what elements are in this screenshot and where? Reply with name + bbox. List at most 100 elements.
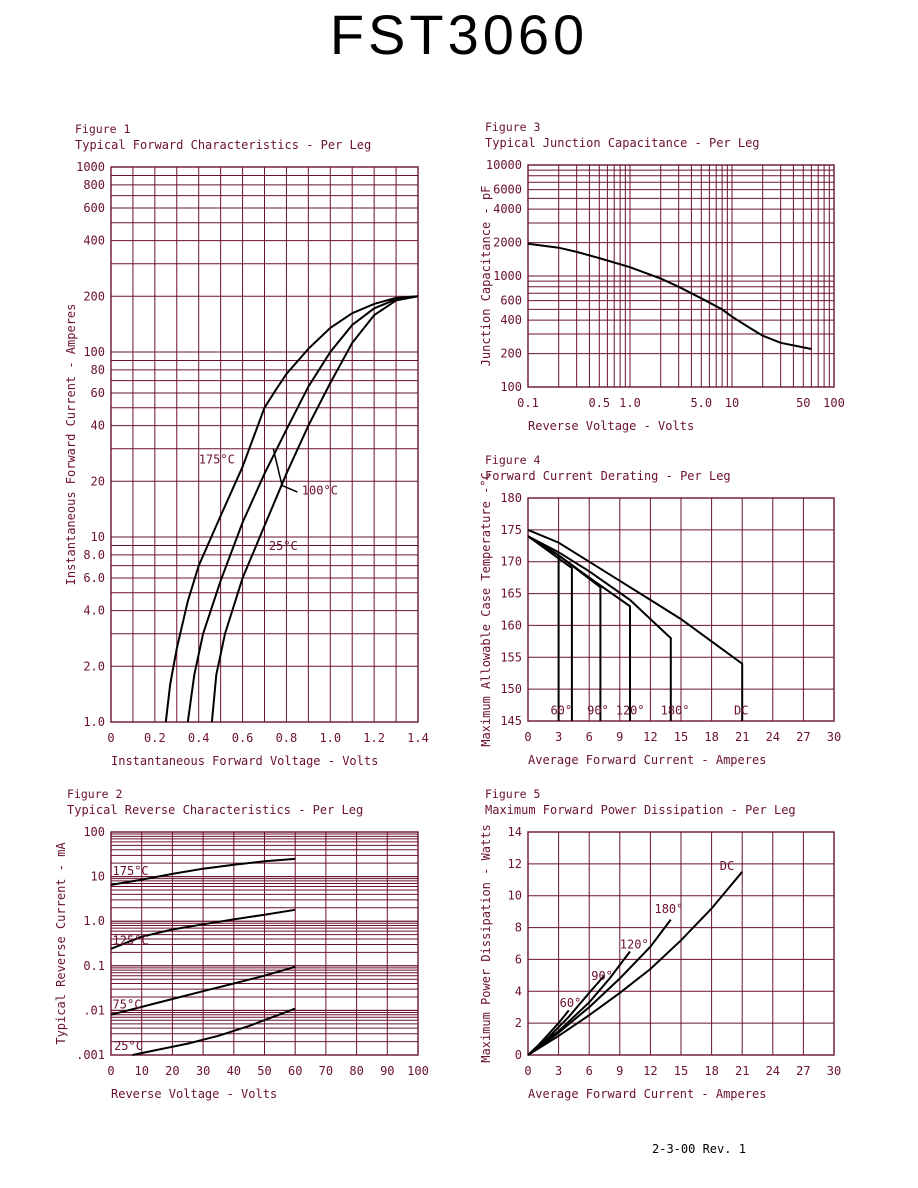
x-tick-label: 30 (827, 730, 841, 744)
y-tick-label: 175 (500, 523, 522, 537)
series-line-25C (132, 1007, 296, 1056)
y-tick-label: 8 (515, 921, 522, 935)
chart-title: Typical Junction Capacitance - Per Leg (485, 136, 760, 150)
x-tick-label: 1.0 (619, 396, 641, 410)
x-tick-label: 10 (134, 1064, 148, 1078)
chart-title: Maximum Forward Power Dissipation - Per … (485, 803, 796, 817)
series-line-125C (110, 908, 296, 950)
x-tick-label: 1.2 (363, 731, 385, 745)
curve-label: 120° (620, 937, 649, 951)
x-tick-label: 30 (827, 1064, 841, 1078)
x-tick-label: 0.4 (188, 731, 210, 745)
y-tick-label: 1000 (76, 160, 105, 174)
x-tick-label: 12 (643, 730, 657, 744)
y-tick-label: 150 (500, 682, 522, 696)
y-tick-label: 200 (83, 289, 105, 303)
x-tick-label: 27 (796, 1064, 810, 1078)
y-tick-label: 200 (500, 347, 522, 361)
y-tick-label: 100 (500, 380, 522, 394)
revision-note: 2-3-00 Rev. 1 (652, 1142, 746, 1156)
fig1-chart: 0 0.2 0.4 0.6 0.8 1.0 1.2 1.4 1.0 2.0 4.0 6.0 8.0 10 2… (64, 122, 429, 768)
y-tick-label: 8.0 (83, 548, 105, 562)
y-tick-label: 2.0 (83, 659, 105, 673)
y-tick-label: 40 (91, 419, 105, 433)
y-axis-label: Maximum Power Dissipation - Watts (479, 824, 493, 1062)
y-tick-label: 165 (500, 587, 522, 601)
x-tick-label: 9 (616, 730, 623, 744)
series-line-180 (527, 535, 631, 721)
x-tick-label: 0 (107, 1064, 114, 1078)
y-tick-label: .001 (76, 1048, 105, 1062)
x-tick-label: 0.5 (588, 396, 610, 410)
plot-frame (527, 497, 835, 722)
x-tick-label: 0 (524, 1064, 531, 1078)
curve-label: 90° (591, 969, 613, 983)
x-tick-label: 50 (257, 1064, 271, 1078)
x-tick-label: 24 (766, 1064, 780, 1078)
annotation-leader (272, 448, 298, 493)
x-tick-label: 3 (555, 730, 562, 744)
x-tick-label: 70 (319, 1064, 333, 1078)
x-axis-label: Average Forward Current - Amperes (528, 1087, 766, 1101)
figure-label: Figure 3 (485, 120, 540, 134)
y-tick-label: 145 (500, 714, 522, 728)
x-tick-label: 90 (380, 1064, 394, 1078)
x-axis-label: Average Forward Current - Amperes (528, 753, 766, 767)
x-tick-label: 100 (823, 396, 845, 410)
y-tick-label: 80 (91, 363, 105, 377)
x-tick-label: 0.1 (517, 396, 539, 410)
y-tick-label: 20 (91, 474, 105, 488)
x-tick-label: 0.2 (144, 731, 166, 745)
x-tick-label: 60 (288, 1064, 302, 1078)
chart-title: Typical Forward Characteristics - Per Le… (75, 138, 371, 152)
y-axis-label: Maximum Allowable Case Temperature -°C (479, 472, 493, 747)
x-tick-label: 0.6 (232, 731, 254, 745)
x-tick-label: 20 (165, 1064, 179, 1078)
chart-title: Forward Current Derating - Per Leg (485, 469, 731, 483)
y-axis-label: Instantaneous Forward Current - Amperes (64, 304, 78, 586)
y-tick-label: 0 (515, 1048, 522, 1062)
series-line-90 (527, 535, 573, 721)
figure-label: Figure 2 (67, 787, 122, 801)
x-tick-label: 0 (107, 731, 114, 745)
y-tick-label: .01 (83, 1003, 105, 1017)
y-tick-label: 1000 (493, 269, 522, 283)
series-line-DC (527, 871, 743, 1056)
curve-label: 175°C (113, 864, 149, 878)
part-number-title: FST3060 (329, 3, 589, 66)
x-tick-label: 9 (616, 1064, 623, 1078)
x-tick-label: 21 (735, 1064, 749, 1078)
x-tick-label: 30 (196, 1064, 210, 1078)
curve-label: 175°C (199, 452, 235, 466)
y-axis-label: Typical Reverse Current - mA (54, 842, 68, 1045)
y-tick-label: 2 (515, 1016, 522, 1030)
plot-frame (110, 166, 419, 723)
x-tick-label: 27 (796, 730, 810, 744)
x-tick-label: 10 (725, 396, 739, 410)
x-tick-label: 0.8 (276, 731, 298, 745)
y-tick-label: 6 (515, 952, 522, 966)
y-tick-label: 10000 (486, 158, 522, 172)
curve-label: DC (720, 859, 734, 873)
figure-label: Figure 1 (75, 122, 130, 136)
x-tick-label: 15 (674, 730, 688, 744)
y-tick-label: 100 (83, 345, 105, 359)
x-tick-label: 80 (349, 1064, 363, 1078)
y-tick-label: 2000 (493, 236, 522, 250)
series-line-175C (164, 295, 419, 723)
x-tick-label: 40 (227, 1064, 241, 1078)
y-tick-label: 400 (500, 313, 522, 327)
x-tick-label: 1.0 (319, 731, 341, 745)
series-line-25C (210, 295, 419, 723)
curve-label: 180° (654, 902, 683, 916)
y-tick-label: 4000 (493, 202, 522, 216)
series-line-100C (186, 295, 419, 723)
series-line-180 (527, 918, 672, 1056)
figure-label: Figure 5 (485, 787, 540, 801)
fig3-chart: 0.1 0.5 1.0 5.0 10 50 100 100 200 400 600 1000 2000 4… (479, 120, 845, 433)
y-tick-label: 6.0 (83, 571, 105, 585)
chart-title: Typical Reverse Characteristics - Per Le… (67, 803, 363, 817)
